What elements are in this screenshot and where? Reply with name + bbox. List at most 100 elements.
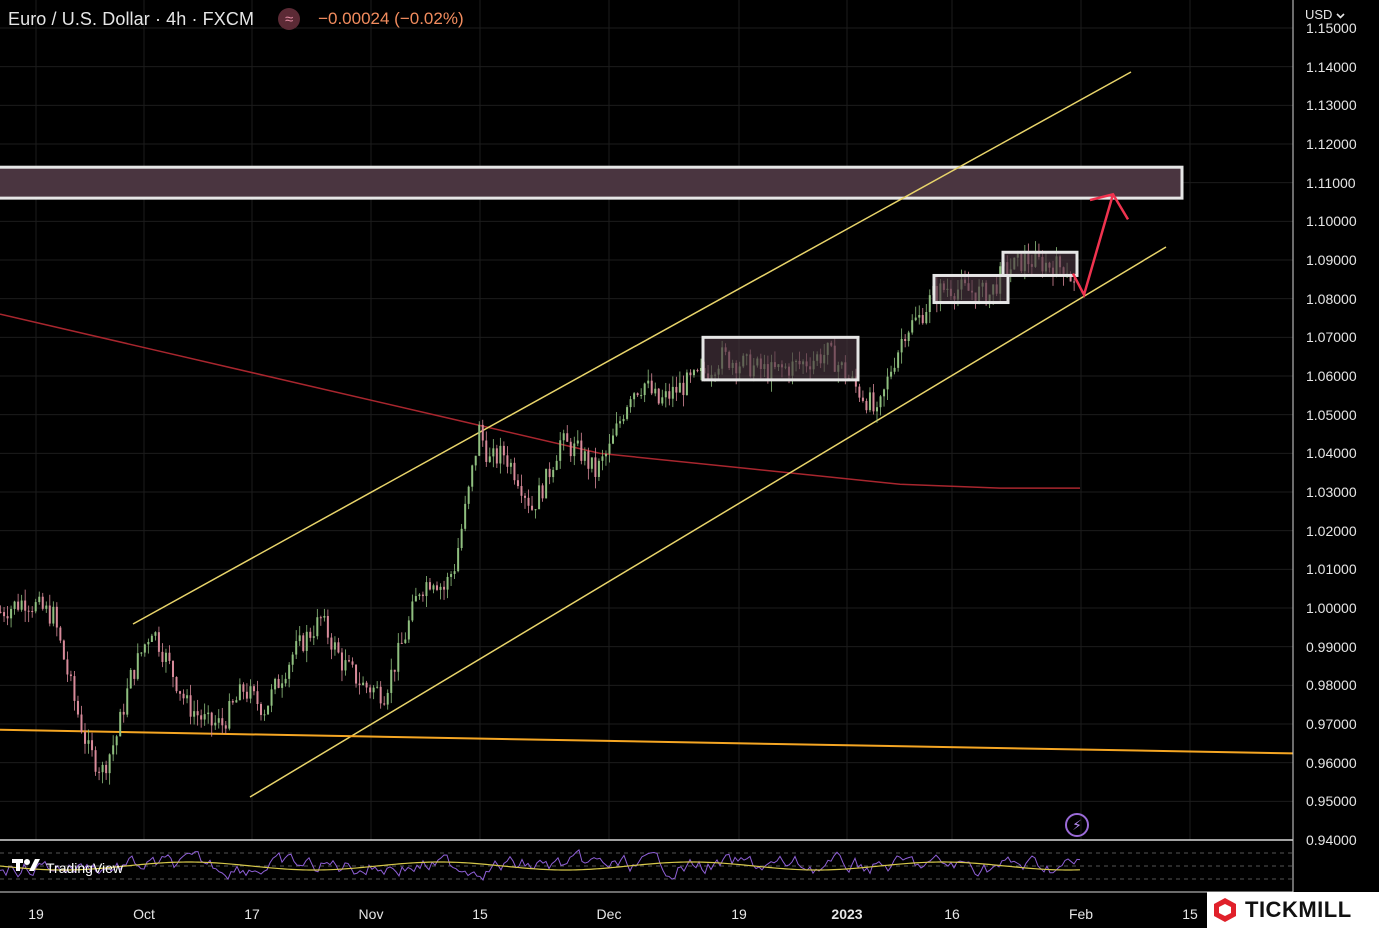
candle-body — [397, 642, 400, 672]
candle-body — [362, 682, 365, 686]
candle-body — [559, 440, 562, 461]
candle-body — [3, 612, 6, 617]
candle-body — [516, 480, 519, 487]
price-tick-label: 1.04000 — [1306, 445, 1357, 462]
candle-body — [175, 676, 178, 692]
candle-body — [136, 653, 139, 679]
candle-body — [267, 705, 270, 715]
candle-body — [911, 320, 914, 333]
candle-body — [601, 456, 604, 461]
candle-body — [900, 338, 903, 353]
candle-body — [531, 505, 534, 510]
candle-body — [555, 460, 558, 470]
candle-body — [861, 397, 864, 401]
oscillator-signal-line — [0, 861, 1081, 871]
candle-body — [876, 407, 878, 412]
currency-select[interactable]: USD — [1305, 7, 1346, 22]
candle-body — [277, 678, 280, 688]
candle-body — [337, 642, 340, 653]
candle-body — [499, 445, 502, 464]
price-tick-label: 1.10000 — [1306, 213, 1357, 230]
candle-body — [84, 732, 86, 744]
candle-body — [76, 700, 79, 715]
indicator-icon[interactable]: ≈ — [278, 8, 301, 30]
candle-body — [140, 652, 143, 654]
price-tick-label: 1.11000 — [1306, 174, 1356, 191]
candle-body — [295, 641, 298, 655]
candle-body — [256, 691, 259, 705]
candle-body — [675, 386, 678, 393]
candle-body — [309, 631, 312, 638]
tickmill-logo-icon — [1214, 898, 1236, 922]
candle-body — [80, 714, 83, 733]
candle-body — [288, 664, 291, 679]
candle-body — [566, 433, 569, 442]
candle-body — [214, 722, 217, 726]
candle-body — [52, 606, 55, 624]
tradingview-logo[interactable]: TradingView — [12, 857, 123, 878]
candle-body — [323, 615, 326, 618]
candle-body — [865, 400, 868, 411]
candle-body — [432, 585, 435, 590]
candle-body — [101, 764, 104, 773]
candle-body — [460, 528, 463, 549]
candle-body — [552, 469, 555, 478]
candle-body — [513, 462, 516, 481]
candle-body — [443, 586, 446, 590]
candle-body — [597, 460, 600, 477]
candle-body — [376, 686, 379, 688]
consolidation-box — [932, 273, 1010, 305]
price-tick-label: 0.96000 — [1306, 754, 1357, 771]
candle-body — [872, 392, 875, 412]
candle-body — [685, 372, 688, 396]
candle-body — [883, 389, 886, 397]
candle-body — [20, 600, 23, 610]
candle-body — [421, 594, 424, 597]
candle-body — [527, 497, 530, 506]
candle-body — [608, 443, 611, 454]
price-tick-label: 1.07000 — [1306, 329, 1357, 346]
candle-body — [48, 605, 51, 624]
candle-body — [207, 712, 210, 715]
price-tick-label: 1.08000 — [1306, 290, 1357, 307]
candle-body — [464, 503, 467, 529]
projection-arrow-head — [1089, 192, 1130, 221]
resistance-zone — [0, 165, 1184, 200]
chart-header: Euro / U.S. Dollar · 4h · FXCM ≈ −0.0002… — [8, 6, 464, 32]
candle-body — [897, 352, 900, 368]
lightning-icon[interactable]: ⚡ — [1065, 813, 1089, 837]
symbol-title[interactable]: Euro / U.S. Dollar · 4h · FXCM — [8, 8, 255, 29]
channel-layer — [132, 71, 1167, 798]
moving-average-layer — [0, 313, 1080, 489]
projection-arrow-layer — [1071, 192, 1130, 299]
candle-body — [407, 620, 410, 640]
candle-body — [428, 582, 431, 590]
candle-body — [112, 745, 115, 755]
candle-body — [365, 682, 368, 688]
candle-body — [147, 641, 150, 645]
consolidation-box-layer — [701, 250, 1079, 382]
time-tick-label: 16 — [944, 906, 960, 922]
candle-body — [228, 701, 231, 729]
candle-body — [210, 712, 213, 726]
candle-body — [154, 632, 157, 636]
candle-body — [122, 711, 125, 715]
price-tick-label: 0.98000 — [1306, 677, 1357, 694]
currency-label: USD — [1305, 7, 1333, 22]
candle-body — [418, 594, 421, 597]
candle-body — [446, 576, 449, 590]
candle-body — [633, 393, 636, 400]
candle-body — [858, 386, 861, 398]
price-tick-label: 0.99000 — [1306, 638, 1357, 655]
candle-body — [231, 701, 234, 703]
candle-body — [126, 688, 129, 715]
price-tick-label: 0.95000 — [1306, 793, 1357, 810]
candle-body — [45, 605, 48, 609]
candle-body — [200, 715, 203, 720]
candle-body — [302, 635, 305, 651]
candle-body — [312, 636, 315, 638]
candle-body — [502, 445, 505, 456]
candle-body — [172, 660, 174, 677]
candle-body — [316, 617, 319, 637]
